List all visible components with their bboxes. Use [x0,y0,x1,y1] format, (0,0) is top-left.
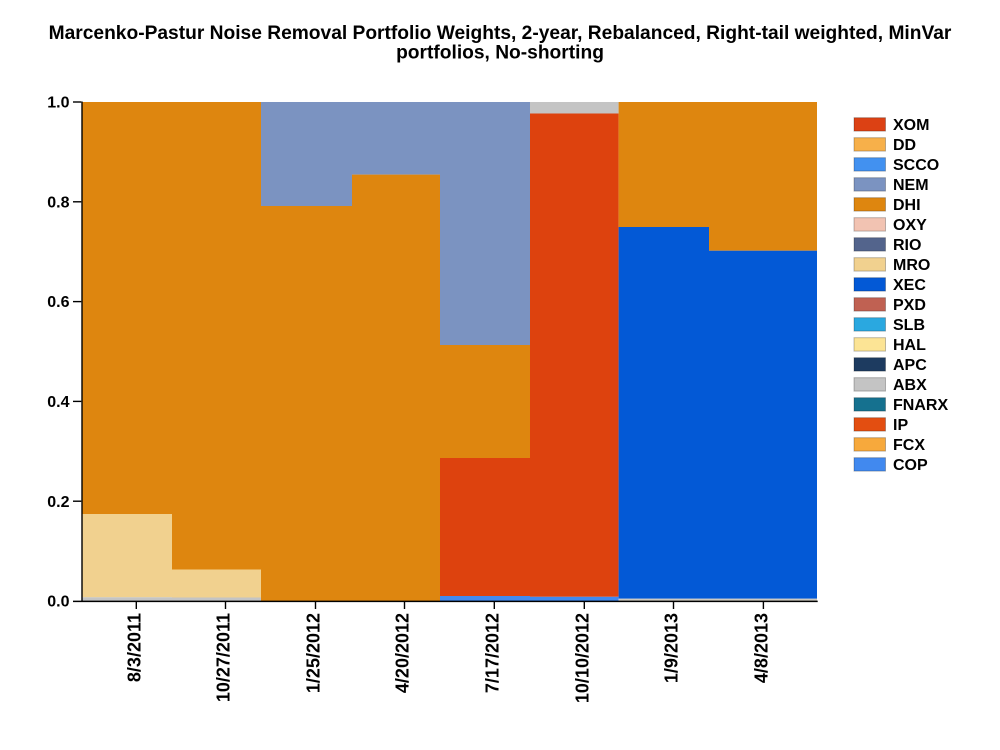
svg-text:FCX: FCX [893,437,925,454]
svg-text:1/25/2012: 1/25/2012 [304,613,324,693]
svg-text:RIO: RIO [893,237,921,254]
svg-text:portfolios, No-shorting: portfolios, No-shorting [396,43,604,64]
svg-text:0.0: 0.0 [47,594,69,611]
svg-text:0.4: 0.4 [47,394,69,411]
svg-text:PXD: PXD [893,297,926,314]
svg-text:10/27/2011: 10/27/2011 [214,613,234,702]
svg-text:IP: IP [893,417,908,434]
svg-text:1.0: 1.0 [47,95,69,112]
svg-text:FNARX: FNARX [893,397,948,414]
svg-text:XOM: XOM [893,117,929,134]
svg-text:DD: DD [893,137,916,154]
svg-text:4/8/2013: 4/8/2013 [751,613,771,683]
svg-text:NEM: NEM [893,177,929,194]
svg-text:7/17/2012: 7/17/2012 [482,613,502,693]
svg-text:0.6: 0.6 [47,294,69,311]
svg-text:COP: COP [893,457,928,474]
svg-text:1/9/2013: 1/9/2013 [662,613,682,683]
svg-text:SLB: SLB [893,317,925,334]
svg-text:XEC: XEC [893,277,926,294]
svg-text:DHI: DHI [893,197,921,214]
svg-text:8/3/2011: 8/3/2011 [124,613,144,682]
svg-text:0.2: 0.2 [47,494,69,511]
svg-text:10/10/2012: 10/10/2012 [572,613,592,703]
svg-text:0.8: 0.8 [47,194,69,211]
svg-text:SCCO: SCCO [893,157,939,174]
svg-text:ABX: ABX [893,377,927,394]
svg-text:4/20/2012: 4/20/2012 [393,613,413,693]
svg-text:OXY: OXY [893,217,927,234]
svg-text:Marcenko-Pastur Noise Removal: Marcenko-Pastur Noise Removal Portfolio … [49,23,952,44]
svg-text:HAL: HAL [893,337,926,354]
svg-text:APC: APC [893,357,927,374]
svg-text:MRO: MRO [893,257,930,274]
